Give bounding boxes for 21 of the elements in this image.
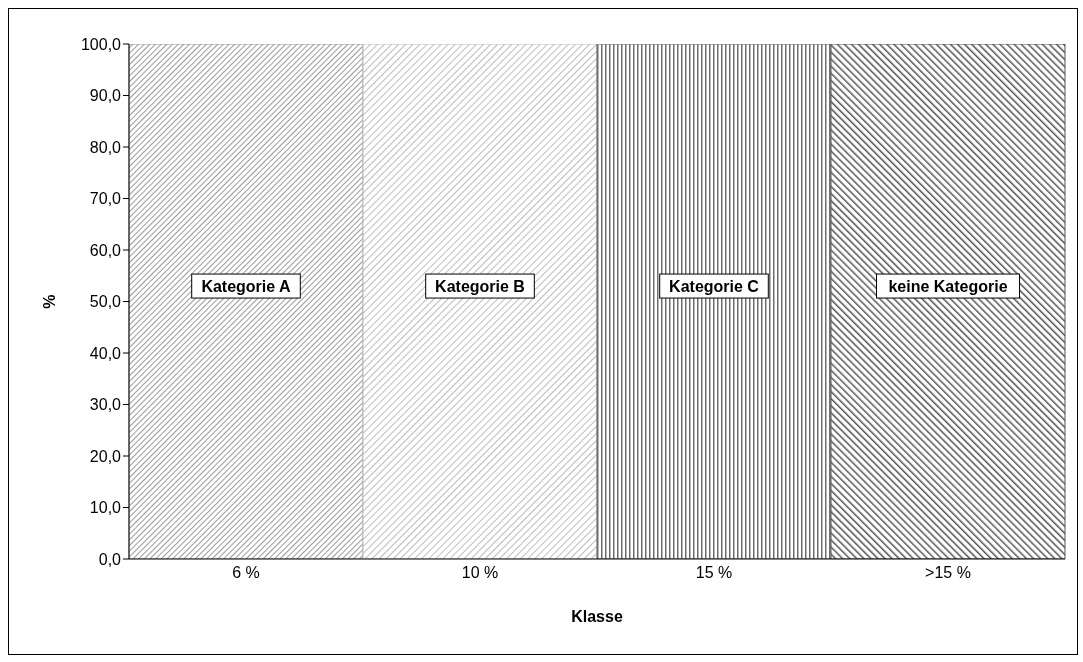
y-tick-label: 80,0: [89, 138, 122, 156]
y-tick-label: 0,0: [98, 550, 122, 568]
y-tick-label: 100,0: [80, 35, 122, 53]
y-tick-label: 70,0: [89, 190, 122, 208]
y-tick-label: 20,0: [89, 447, 122, 465]
y-tick-label: 40,0: [89, 344, 122, 362]
x-tick-label: 15 %: [695, 564, 733, 582]
x-tick-label: 6 %: [232, 564, 260, 582]
y-tick-label: 60,0: [89, 241, 122, 259]
x-axis-title: Klasse: [571, 608, 623, 625]
y-tick-label: 50,0: [89, 293, 122, 311]
annotation: Kategorie C: [669, 278, 760, 296]
annotation: keine Kategorie: [888, 278, 1008, 296]
y-tick-label: 30,0: [89, 396, 122, 414]
x-tick-label: >15 %: [925, 564, 971, 582]
x-tick-label: 10 %: [461, 564, 499, 582]
y-tick-label: 90,0: [89, 87, 122, 105]
annotation: Kategorie A: [201, 278, 292, 296]
annotation: Kategorie B: [435, 278, 525, 296]
y-tick-label: 10,0: [89, 499, 122, 517]
y-axis-title: %: [40, 294, 58, 309]
